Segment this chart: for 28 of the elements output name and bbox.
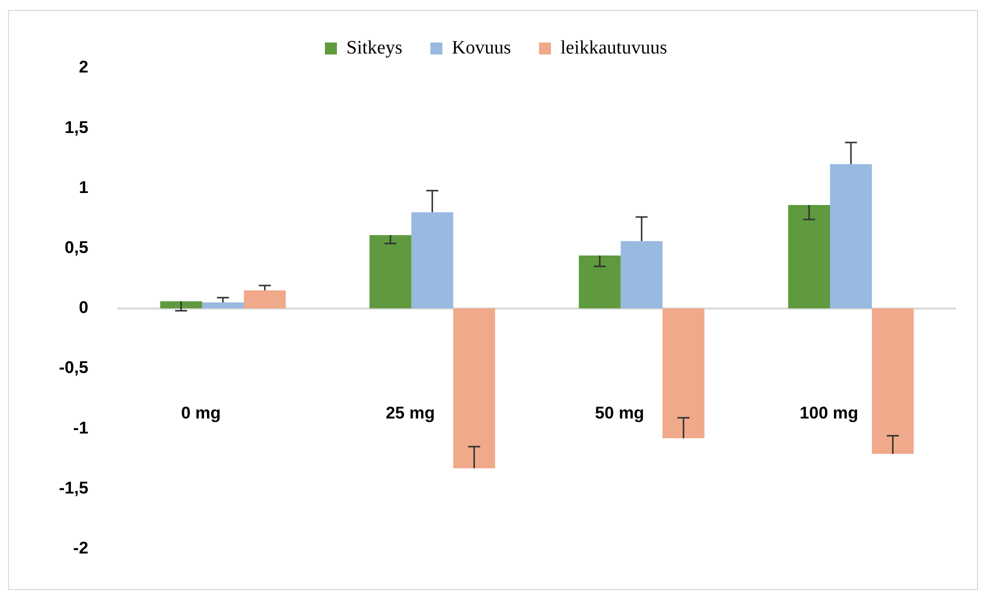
x-tick-label: 0 mg xyxy=(181,403,221,422)
y-tick-label: -1 xyxy=(73,418,88,438)
y-tick-label: 0 xyxy=(78,298,88,318)
y-tick-label: 2 xyxy=(78,58,88,77)
bar xyxy=(578,256,621,308)
legend-label: Kovuus xyxy=(452,37,511,58)
x-tick-label: 100 mg xyxy=(800,403,858,422)
bar xyxy=(369,235,412,308)
bar xyxy=(453,308,496,468)
legend-label: Sitkeys xyxy=(346,37,402,58)
bar xyxy=(620,241,663,308)
bar xyxy=(872,308,914,454)
legend-label: leikkautuvuus xyxy=(560,37,668,58)
bar xyxy=(788,205,830,308)
y-tick-label: 0,5 xyxy=(64,238,88,257)
y-tick-label: -0,5 xyxy=(58,358,88,378)
bar xyxy=(830,164,872,308)
y-tick-label: -1,5 xyxy=(58,478,88,498)
x-tick-label: 25 mg xyxy=(386,403,435,422)
bar xyxy=(202,302,244,308)
bar xyxy=(662,308,704,438)
y-tick-label: 1 xyxy=(78,178,88,197)
x-tick-label: 50 mg xyxy=(595,403,644,422)
bar xyxy=(244,290,286,308)
bar xyxy=(411,212,454,308)
bar xyxy=(160,301,202,308)
y-tick-label: 1,5 xyxy=(64,118,88,137)
y-tick-label: -2 xyxy=(73,538,88,558)
